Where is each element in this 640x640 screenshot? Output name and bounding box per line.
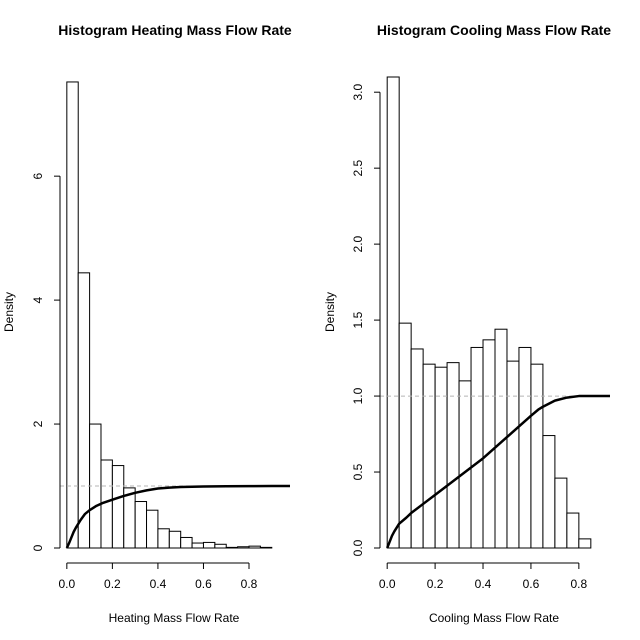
heating-y-tick-label: 6 xyxy=(31,173,45,180)
cooling-histogram-bar xyxy=(554,477,568,549)
cooling-x-tick-label: 0.0 xyxy=(379,577,396,591)
heating-histogram-bar xyxy=(259,546,273,549)
heating-x-tick-label: 0.4 xyxy=(150,577,167,591)
cooling-histogram-bar xyxy=(410,348,424,549)
cooling-chart-title: Histogram Cooling Mass Flow Rate xyxy=(377,22,611,38)
heating-y-tick-label: 2 xyxy=(31,420,45,427)
heating-y-tick-label: 0 xyxy=(31,544,45,551)
heating-histogram-bar xyxy=(77,272,91,549)
cooling-histogram-bar xyxy=(434,366,448,549)
cooling-y-tick-label: 0.0 xyxy=(351,539,365,556)
cooling-x-tick-label: 0.4 xyxy=(475,577,492,591)
heating-histogram-bar xyxy=(214,543,227,549)
cooling-histogram-bar xyxy=(470,346,484,549)
heating-histogram-bar xyxy=(146,509,159,549)
cooling-histogram-bar xyxy=(530,363,544,549)
cooling-histogram-bar xyxy=(458,380,472,549)
heating-x-axis-label: Heating Mass Flow Rate xyxy=(109,611,240,625)
cooling-histogram-bar xyxy=(566,512,580,549)
cooling-y-tick-label: 2.5 xyxy=(351,159,365,176)
cooling-histogram-bar xyxy=(446,362,460,549)
cooling-histogram-bar xyxy=(518,346,532,549)
heating-x-tick-label: 0.8 xyxy=(241,577,258,591)
cooling-histogram-bar xyxy=(542,435,556,549)
heating-histogram-bar xyxy=(237,546,250,549)
cooling-x-tick-label: 0.8 xyxy=(571,577,588,591)
cooling-x-axis-label: Cooling Mass Flow Rate xyxy=(429,611,559,625)
cooling-histogram-bar xyxy=(386,76,400,549)
heating-histogram-bar xyxy=(66,81,79,549)
cooling-histogram-panel: Histogram Cooling Mass Flow Rate Cooling… xyxy=(323,22,611,625)
heating-chart-title: Histogram Heating Mass Flow Rate xyxy=(58,22,292,38)
cooling-y-tick-label: 2.0 xyxy=(351,235,365,252)
heating-histogram-bar xyxy=(191,542,204,549)
cooling-histogram-bar xyxy=(482,339,496,549)
heating-histogram-bar xyxy=(225,546,239,549)
heating-histogram-bar xyxy=(111,465,125,549)
heating-x-tick-label: 0.2 xyxy=(104,577,121,591)
cooling-y-tick-label: 1.0 xyxy=(351,387,365,404)
cooling-histogram-bar xyxy=(578,538,592,549)
heating-histogram-bar xyxy=(180,536,193,549)
heating-x-tick-label: 0.0 xyxy=(58,577,75,591)
cooling-y-tick-label: 0.5 xyxy=(351,463,365,480)
cooling-y-tick-label: 1.5 xyxy=(351,311,365,328)
heating-y-tick-label: 4 xyxy=(31,296,45,303)
heating-x-tick-label: 0.6 xyxy=(195,577,212,591)
heating-histogram-bar xyxy=(248,545,261,549)
heating-histogram-bar xyxy=(168,530,182,549)
heating-histogram-bar xyxy=(134,501,148,549)
heating-histogram-bar xyxy=(202,541,216,549)
cooling-cumulative-curve xyxy=(386,394,610,549)
heating-y-axis-label: Density xyxy=(2,292,16,332)
heating-histogram-panel: Histogram Heating Mass Flow Rate Heating… xyxy=(2,22,292,625)
cooling-histogram-bar xyxy=(506,360,520,549)
cooling-x-tick-label: 0.6 xyxy=(523,577,540,591)
cooling-histogram-bar xyxy=(422,363,436,549)
cooling-y-axis-label: Density xyxy=(323,292,337,332)
heating-cumulative-curve xyxy=(65,484,290,549)
heating-histogram-bar xyxy=(157,528,170,549)
heating-histogram-bar xyxy=(123,487,136,549)
cooling-x-tick-label: 0.2 xyxy=(427,577,444,591)
cooling-y-tick-label: 3.0 xyxy=(351,84,365,101)
